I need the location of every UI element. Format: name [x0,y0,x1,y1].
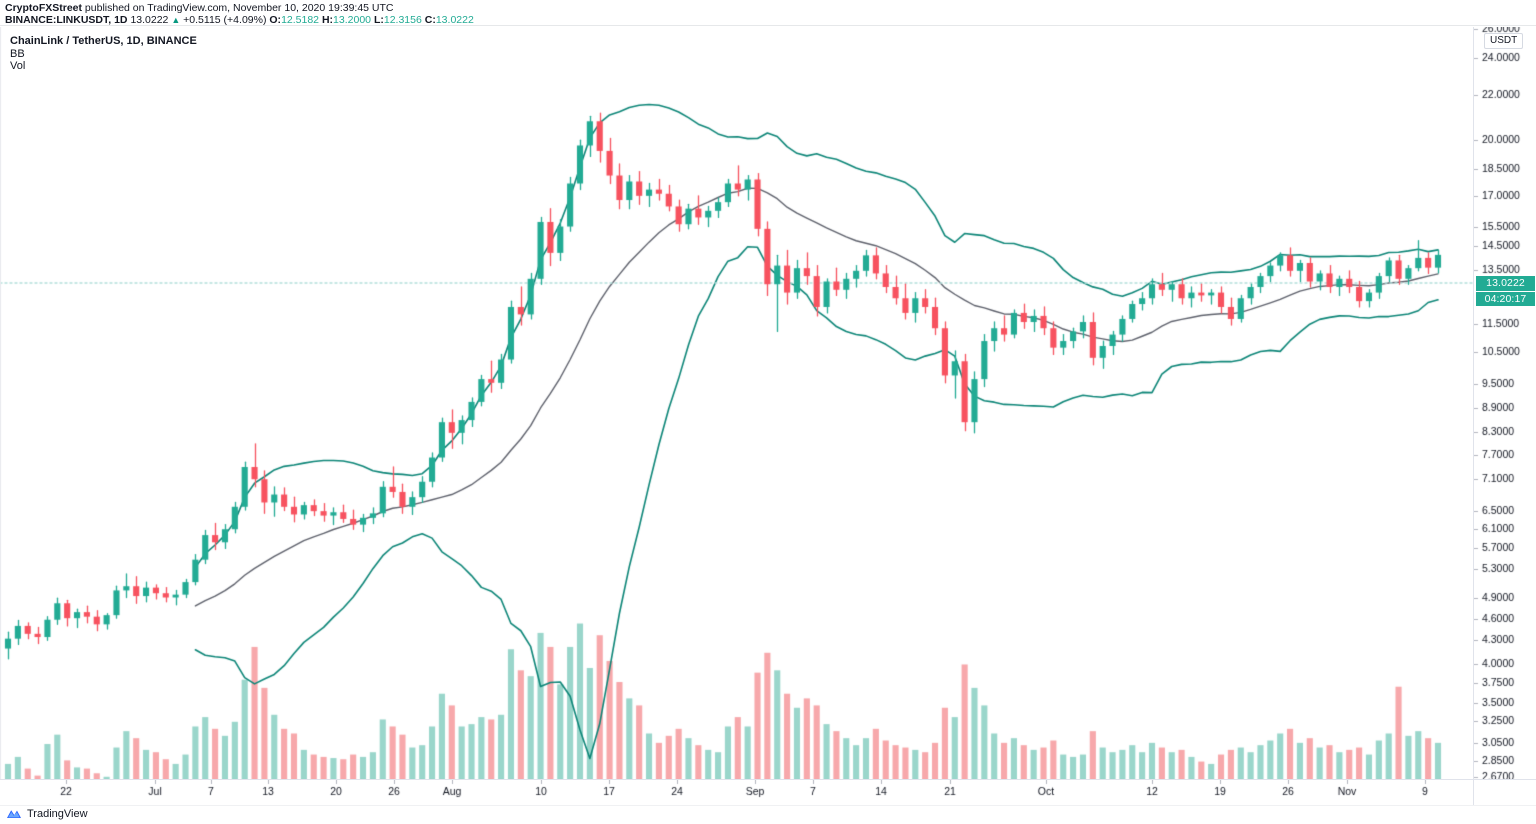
last-price: 13.0222 [130,14,169,26]
time-scale-ticks [0,780,1473,805]
bar-countdown-badge: 04:20:17 [1476,291,1535,306]
open-label: O: [269,14,282,26]
tradingview-brand-label: TradingView [27,807,88,820]
price-change: +0.5115 (+4.09%) [183,14,267,26]
currency-unit-label: USDT [1484,33,1524,49]
symbol-label: BINANCE:LINKUSDT, 1D [5,14,128,26]
time-scale[interactable] [0,779,1536,805]
price-scale-ticks [1474,27,1536,779]
footer-bar: TradingView [0,805,1536,824]
low-value: 12.3156 [383,14,422,26]
time-scale-corner [1473,780,1536,805]
triangle-up-icon: ▲ [171,15,181,25]
close-label: C: [424,14,436,26]
publisher-name: CryptoFXStreet [5,2,83,14]
publish-line: CryptoFXStreet published on TradingView.… [5,2,1536,14]
high-label: H: [321,14,334,26]
publish-meta: published on TradingView.com, November 1… [82,2,394,14]
symbol-quote-line: BINANCE:LINKUSDT, 1D 13.0222 ▲ +0.5115 (… [5,14,1536,26]
price-scale[interactable]: USDT 13.0222 04:20:17 [1473,27,1536,779]
chart-plot-area[interactable] [0,27,1473,779]
candlestick-volume-canvas[interactable] [0,27,1473,779]
tradingview-logo-icon [7,810,21,818]
low-label: L: [373,14,384,26]
tradingview-brand[interactable]: TradingView [6,807,88,820]
high-value: 13.2000 [333,14,372,26]
open-value: 12.5182 [281,14,320,26]
attribution-header: CryptoFXStreet published on TradingView.… [0,0,1536,26]
current-price-badge: 13.0222 [1476,276,1535,291]
close-value: 13.0222 [435,14,474,26]
